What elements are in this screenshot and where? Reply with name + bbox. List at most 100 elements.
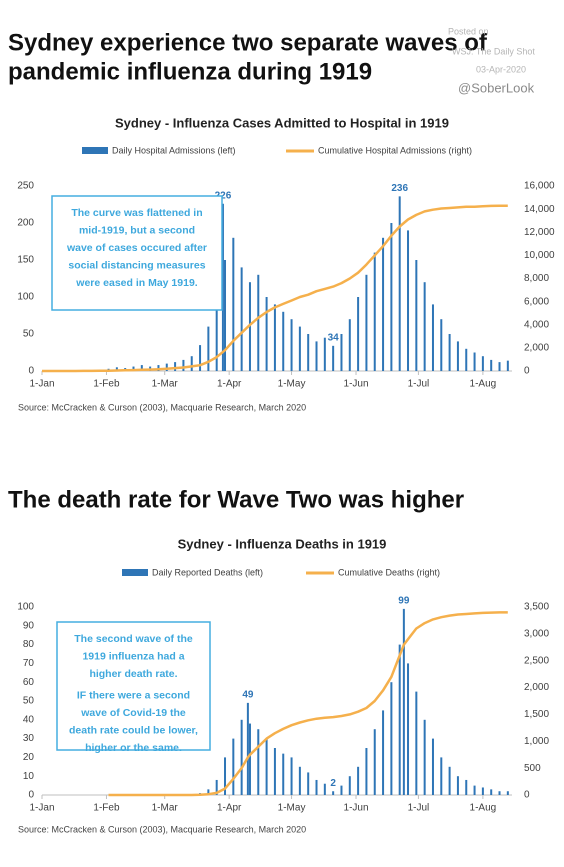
- handle: @SoberLook: [458, 80, 535, 95]
- bar: [440, 757, 443, 795]
- annotation-box: [51, 195, 223, 311]
- y2-tick-label: 0: [524, 366, 530, 377]
- bar: [232, 738, 235, 795]
- annotation-text: The second wave of the: [74, 633, 193, 645]
- bar: [265, 738, 268, 795]
- bar: [221, 203, 224, 371]
- bar: [323, 337, 326, 371]
- bar: [132, 366, 135, 371]
- bar: [140, 365, 143, 371]
- data-label: 99: [398, 596, 410, 607]
- chart-title: Sydney - Influenza Deaths in 1919: [178, 536, 387, 551]
- bar: [340, 785, 343, 795]
- legend-label: Daily Reported Deaths (left): [152, 567, 263, 577]
- bar: [407, 663, 410, 795]
- y2-tick-label: 6,000: [524, 296, 549, 307]
- bar: [348, 776, 351, 795]
- x-tick-label: 1-May: [278, 379, 306, 390]
- bar: [290, 757, 293, 795]
- legend-label: Cumulative Deaths (right): [338, 567, 440, 577]
- bar: [240, 267, 243, 371]
- legend-swatch: [82, 147, 108, 154]
- bar: [465, 779, 468, 795]
- x-tick-label: 1-Aug: [470, 379, 497, 390]
- x-tick-label: 1-Feb: [93, 803, 120, 814]
- y-tick-label: 10: [23, 771, 35, 782]
- y2-tick-label: 10,000: [524, 250, 555, 261]
- bar: [398, 196, 401, 371]
- y2-tick-label: 4,000: [524, 319, 549, 330]
- y-tick-label: 250: [17, 181, 34, 192]
- y-tick-label: 100: [17, 602, 34, 613]
- bar: [224, 757, 227, 795]
- annotation-text: wave of Covid-19 the: [80, 707, 186, 719]
- y-tick-label: 40: [23, 714, 35, 725]
- y-tick-label: 100: [17, 292, 34, 303]
- y2-tick-label: 500: [524, 763, 541, 774]
- bar: [332, 345, 335, 371]
- y2-tick-label: 2,000: [524, 343, 549, 354]
- x-tick-label: 1-Jul: [408, 803, 430, 814]
- bar: [307, 334, 310, 371]
- legend-swatch: [122, 569, 148, 576]
- bar: [215, 779, 218, 795]
- watermark: 03-Apr-2020: [476, 64, 526, 74]
- bar: [390, 682, 393, 795]
- bar: [199, 345, 202, 371]
- bar: [440, 319, 443, 371]
- bar: [207, 789, 210, 795]
- bar: [257, 729, 260, 795]
- x-tick-label: 1-Jun: [344, 379, 369, 390]
- annotation-text: death rate could be lower,: [69, 724, 198, 736]
- y-tick-label: 0: [28, 790, 34, 801]
- bar: [382, 710, 385, 795]
- bar: [373, 252, 376, 371]
- annotation-text: were eased in May 1919.: [75, 277, 197, 289]
- bar: [248, 282, 251, 371]
- y2-tick-label: 12,000: [524, 227, 555, 238]
- bar: [431, 304, 434, 371]
- bar: [431, 738, 434, 795]
- bar: [307, 772, 310, 795]
- bar: [382, 237, 385, 371]
- annotation-text: 1919 influenza had a: [82, 650, 184, 662]
- bar: [290, 319, 293, 371]
- line: [42, 204, 508, 373]
- bar: [415, 691, 418, 795]
- y-tick-label: 60: [23, 677, 35, 688]
- y-tick-label: 20: [23, 752, 35, 763]
- data-label: 236: [391, 183, 408, 194]
- x-tick-label: 1-Jan: [29, 803, 54, 814]
- y2-tick-label: 1,500: [524, 709, 549, 720]
- y2-tick-label: 8,000: [524, 273, 549, 284]
- annotation-text: The curve was flattened in: [71, 207, 202, 219]
- line: [108, 611, 508, 797]
- bar: [498, 362, 501, 371]
- annotation-text: higher or the same.: [85, 742, 182, 754]
- x-tick-label: 1-Aug: [470, 803, 497, 814]
- y2-tick-label: 14,000: [524, 204, 555, 215]
- bar: [407, 230, 410, 371]
- y-tick-label: 90: [23, 620, 35, 631]
- bar: [115, 367, 118, 371]
- bar: [282, 753, 285, 795]
- annotation-text: IF there were a second: [77, 689, 190, 701]
- legend-label: Cumulative Hospital Admissions (right): [318, 145, 472, 155]
- bar: [273, 748, 276, 795]
- annotation-text: higher death rate.: [89, 668, 177, 680]
- bar: [248, 723, 251, 795]
- bar: [490, 359, 493, 371]
- bar: [207, 326, 210, 371]
- y2-tick-label: 1,000: [524, 736, 549, 747]
- bar: [232, 237, 235, 371]
- bar: [506, 791, 509, 795]
- annotation-box: [56, 621, 211, 751]
- bar: [240, 719, 243, 795]
- bar: [246, 702, 249, 795]
- bar: [423, 719, 426, 795]
- bar: [282, 311, 285, 371]
- annotation-text: wave of cases occured after: [66, 242, 207, 254]
- y-tick-label: 70: [23, 658, 35, 669]
- bar: [174, 362, 177, 371]
- x-tick-label: 1-Feb: [93, 379, 120, 390]
